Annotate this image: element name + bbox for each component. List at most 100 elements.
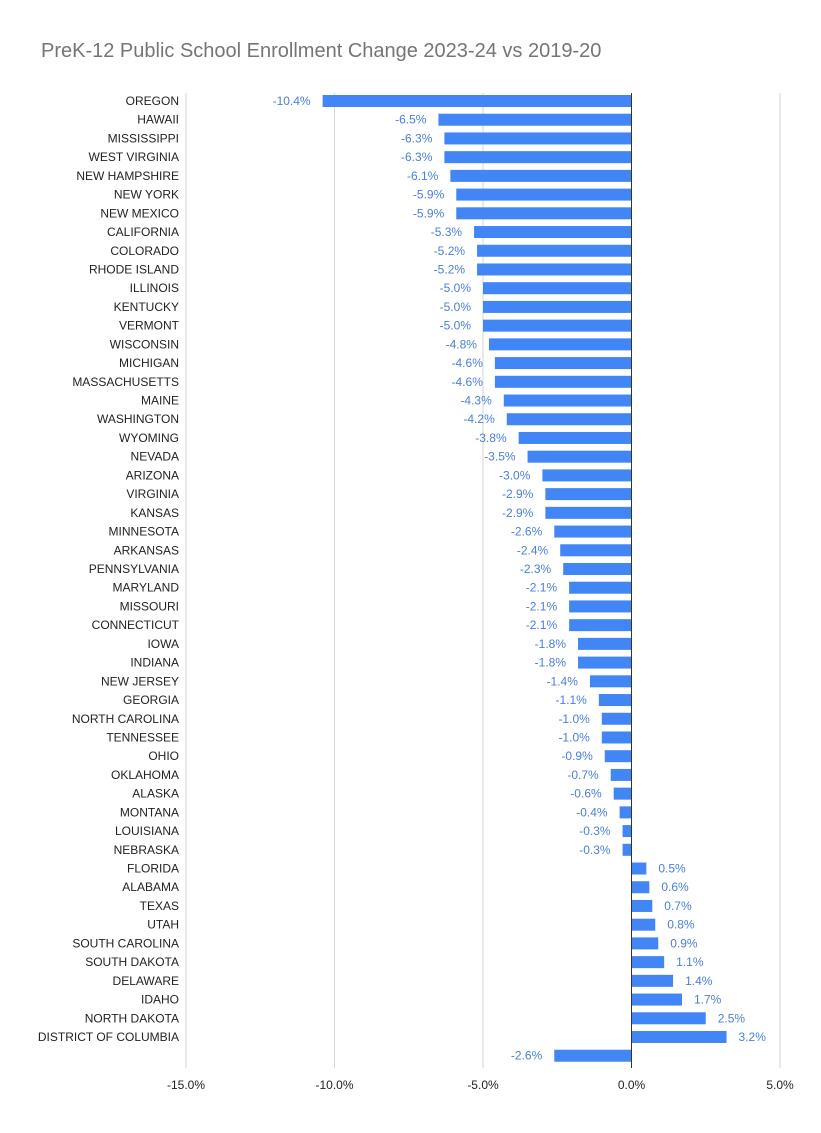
value-label: 1.4%: [685, 974, 713, 988]
category-label: NORTH CAROLINA: [72, 712, 179, 726]
bar: [444, 151, 632, 164]
bar: [506, 413, 632, 426]
category-label: NEW JERSEY: [101, 674, 179, 688]
bar: [631, 937, 659, 950]
value-label: -4.6%: [452, 356, 484, 370]
value-label: -2.1%: [526, 599, 558, 613]
value-label: -5.9%: [413, 206, 445, 220]
value-label: -0.4%: [576, 805, 608, 819]
value-label: -5.0%: [440, 319, 472, 333]
value-label: -0.3%: [579, 843, 611, 857]
category-label: ARKANSAS: [114, 543, 179, 557]
category-label: ARIZONA: [126, 468, 179, 482]
bar: [554, 1049, 632, 1062]
bar: [488, 338, 632, 351]
value-label: -0.3%: [579, 824, 611, 838]
bars: [322, 95, 727, 1062]
category-label: OHIO: [148, 749, 179, 763]
category-label: MONTANA: [120, 805, 179, 819]
value-label: 0.9%: [670, 936, 698, 950]
value-label: -3.0%: [499, 468, 531, 482]
category-label: MISSOURI: [120, 599, 179, 613]
value-label: -6.3%: [401, 150, 433, 164]
bar: [518, 431, 632, 444]
value-label: 3.2%: [739, 1030, 767, 1044]
bar: [578, 637, 632, 650]
category-label: MICHIGAN: [119, 356, 179, 370]
bar: [631, 918, 656, 931]
category-label: MASSACHUSETTS: [72, 375, 179, 389]
bar: [474, 226, 632, 239]
value-label: -3.8%: [475, 431, 507, 445]
value-label: -0.9%: [561, 749, 593, 763]
value-label: -2.1%: [526, 581, 558, 595]
category-label: PENNSYLVANIA: [89, 562, 179, 576]
bar: [438, 113, 632, 126]
category-label: LOUISIANA: [115, 824, 179, 838]
x-tick-label: -15.0%: [167, 1078, 205, 1092]
category-label: ILLINOIS: [130, 281, 179, 295]
value-label: -5.2%: [434, 262, 466, 276]
value-label: -10.4%: [273, 94, 311, 108]
value-label: -5.9%: [413, 188, 445, 202]
category-label: INDIANA: [130, 656, 179, 670]
value-label: -4.8%: [446, 337, 478, 351]
bar: [554, 525, 632, 538]
category-label: ALABAMA: [122, 880, 179, 894]
bar: [631, 1031, 727, 1043]
value-label: -6.3%: [401, 131, 433, 145]
category-label: FLORIDA: [127, 862, 179, 876]
value-label: 1.1%: [676, 955, 704, 969]
bar: [456, 188, 632, 201]
category-label: MARYLAND: [113, 581, 180, 595]
value-label: -3.5%: [484, 450, 516, 464]
category-label: MAINE: [141, 394, 179, 408]
category-label: CONNECTICUT: [92, 618, 180, 632]
bar: [450, 169, 632, 182]
bar: [483, 300, 632, 313]
value-label: -1.8%: [535, 637, 567, 651]
bar: [622, 843, 632, 856]
bar: [610, 768, 632, 781]
category-label: NEBRASKA: [114, 843, 179, 857]
value-label: -4.6%: [452, 375, 484, 389]
value-label: 0.7%: [664, 899, 692, 913]
category-label: VERMONT: [119, 319, 180, 333]
chart-title: PreK-12 Public School Enrollment Change …: [41, 40, 602, 62]
bar: [322, 95, 632, 107]
category-label: NORTH DAKOTA: [85, 1011, 179, 1025]
category-label: SOUTH DAKOTA: [85, 955, 179, 969]
category-label: TEXAS: [140, 899, 179, 913]
value-label: -2.4%: [517, 543, 549, 557]
value-label: -4.3%: [460, 394, 492, 408]
bar: [560, 544, 632, 557]
bar: [444, 132, 632, 145]
bar: [569, 619, 632, 632]
bar: [622, 825, 632, 838]
category-label: UTAH: [147, 918, 179, 932]
bar: [631, 862, 647, 875]
value-label: -6.5%: [395, 113, 427, 127]
category-label: WEST VIRGINIA: [89, 150, 179, 164]
value-label: -2.9%: [502, 487, 534, 501]
bar: [494, 357, 632, 370]
value-label: -5.3%: [431, 225, 463, 239]
category-label: KENTUCKY: [114, 300, 179, 314]
category-label: OKLAHOMA: [111, 768, 179, 782]
value-label: 2.5%: [718, 1011, 746, 1025]
category-label: KANSAS: [130, 506, 179, 520]
category-label: GEORGIA: [123, 693, 179, 707]
bar: [477, 244, 632, 257]
category-label: TENNESSEE: [106, 730, 179, 744]
bar: [631, 993, 682, 1006]
bar: [631, 881, 650, 894]
value-label: -0.7%: [567, 768, 599, 782]
category-label: NEW HAMPSHIRE: [76, 169, 179, 183]
category-label: MINNESOTA: [109, 525, 179, 539]
value-label: -1.4%: [547, 674, 579, 688]
category-label: DISTRICT OF COLUMBIA: [38, 1030, 179, 1044]
category-label: COLORADO: [110, 244, 179, 258]
bar: [631, 974, 674, 987]
bar: [503, 394, 632, 407]
